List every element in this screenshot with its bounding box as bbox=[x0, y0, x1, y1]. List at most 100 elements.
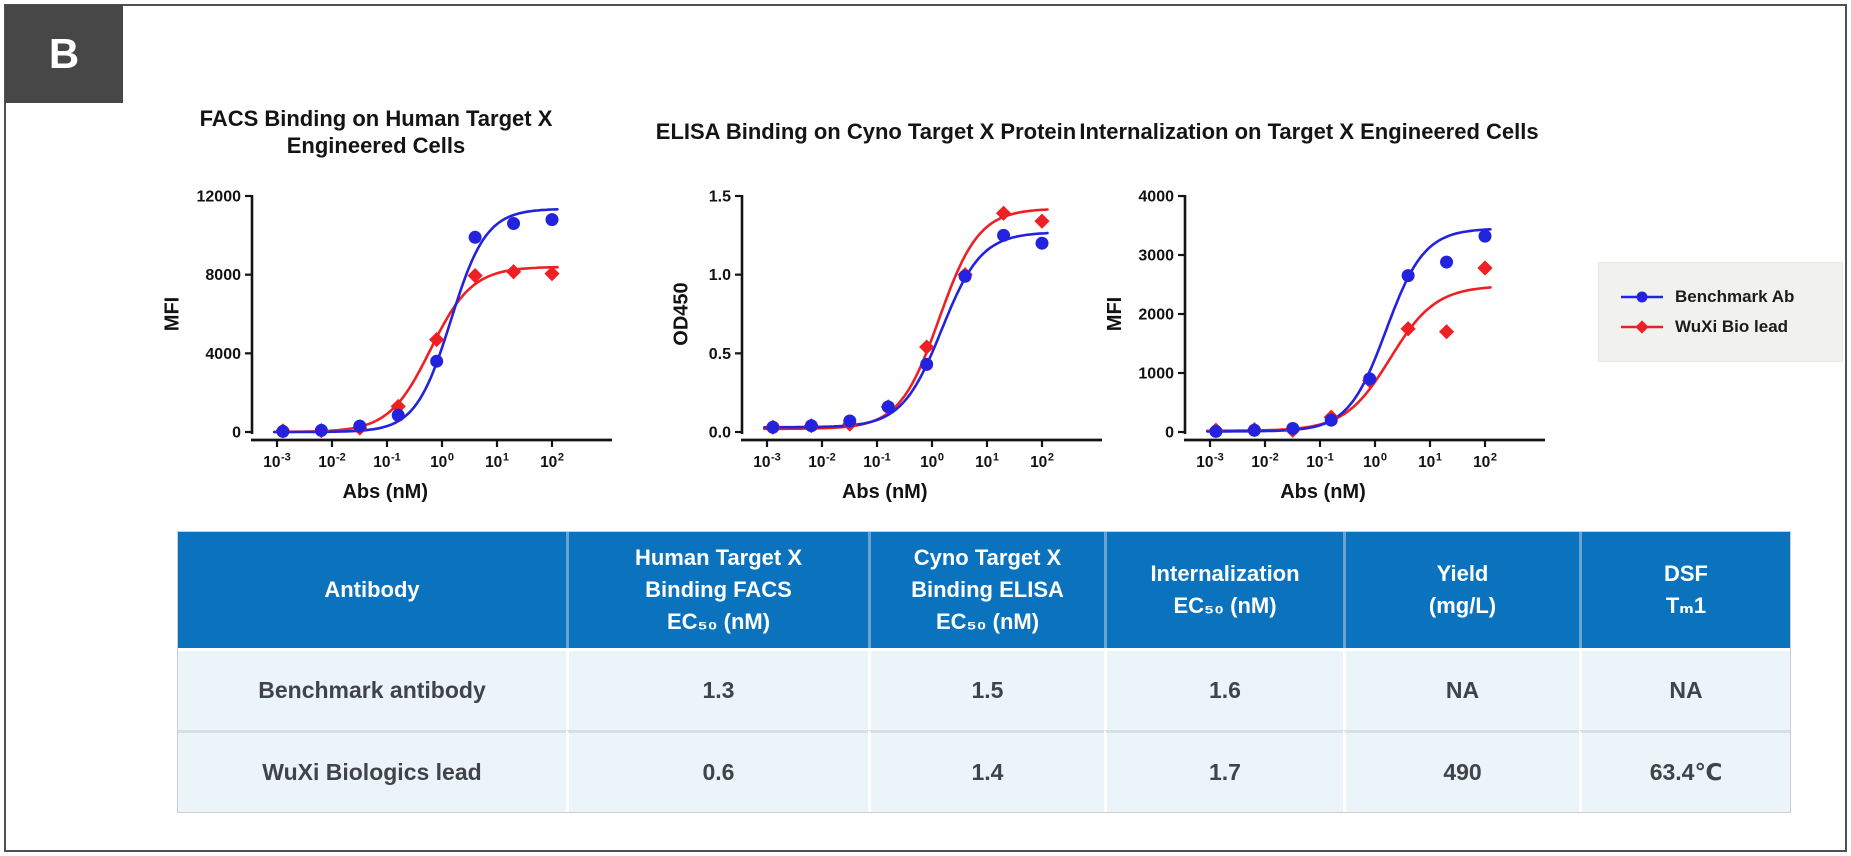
y-axis-title: MFI bbox=[162, 297, 184, 331]
data-point bbox=[353, 419, 367, 433]
x-tick-label: 10-1 bbox=[1306, 452, 1334, 472]
data-point bbox=[391, 408, 405, 422]
fit-curve bbox=[763, 231, 1049, 429]
circle-marker-icon bbox=[1621, 291, 1663, 303]
data-point bbox=[804, 419, 818, 433]
x-tick-label: 100 bbox=[920, 452, 944, 472]
y-tick-label: 0.0 bbox=[709, 425, 731, 442]
y-tick-label: 8000 bbox=[205, 267, 241, 284]
x-axis-title: Abs (nM) bbox=[342, 481, 428, 502]
x-tick-label: 101 bbox=[1418, 452, 1442, 472]
fit-curve bbox=[273, 265, 559, 434]
data-point bbox=[995, 205, 1012, 221]
data-point bbox=[468, 230, 482, 244]
chart-legend: Benchmark Ab WuXi Bio lead bbox=[1598, 262, 1843, 362]
x-tick-label: 100 bbox=[430, 452, 454, 472]
chart-plot-area: 0.0 0.5 1.0 1.5 10-3 10-2 10-1 100 101 102 OD450 Ab… bbox=[630, 170, 1102, 503]
y-tick-label: 1.0 bbox=[709, 267, 731, 284]
x-tick-label: 10-2 bbox=[808, 452, 836, 472]
table-cell: 1.3 bbox=[566, 648, 868, 730]
x-tick-label: 101 bbox=[485, 452, 509, 472]
table-cell: 63.4℃ bbox=[1579, 730, 1790, 812]
data-point bbox=[766, 420, 780, 434]
data-point bbox=[1034, 213, 1050, 229]
data-point bbox=[919, 339, 935, 355]
legend-item: WuXi Bio lead bbox=[1619, 317, 1842, 337]
x-tick-label: 10-3 bbox=[263, 452, 291, 472]
chart-plot-area: 0 4000 8000 12000 10-3 10-2 10-1 100 101 102 MFI Ab… bbox=[140, 170, 612, 503]
table-header-cell: Cyno Target X Binding ELISA EC₅₀ (nM) bbox=[868, 532, 1104, 648]
x-tick-label: 10-3 bbox=[1196, 452, 1224, 472]
data-point bbox=[1440, 255, 1454, 269]
x-tick-label: 102 bbox=[540, 452, 564, 472]
x-tick-label: 10-1 bbox=[863, 452, 891, 472]
y-axis-title: MFI bbox=[1104, 297, 1126, 331]
fit-curve bbox=[1206, 286, 1492, 433]
y-tick-label: 12000 bbox=[197, 189, 242, 206]
y-tick-label: 3000 bbox=[1138, 248, 1174, 265]
data-point bbox=[958, 269, 972, 283]
data-point bbox=[505, 264, 522, 280]
x-tick-label: 101 bbox=[975, 452, 999, 472]
data-point bbox=[314, 423, 328, 437]
data-point bbox=[507, 217, 521, 231]
chart-title: Internalization on Target X Engineered C… bbox=[1079, 119, 1539, 145]
table-cell: 1.7 bbox=[1104, 730, 1343, 812]
data-point bbox=[843, 414, 857, 428]
x-axis-title: Abs (nM) bbox=[842, 481, 928, 502]
table-cell: 0.6 bbox=[566, 730, 868, 812]
y-tick-label: 2000 bbox=[1138, 307, 1174, 324]
data-point bbox=[1478, 229, 1492, 243]
panel-label-badge: B bbox=[5, 5, 123, 103]
table-cell: 490 bbox=[1343, 730, 1579, 812]
data-point bbox=[1035, 236, 1049, 250]
y-tick-label: 1000 bbox=[1138, 366, 1174, 383]
data-point bbox=[545, 213, 559, 227]
data-point bbox=[276, 424, 290, 438]
panel-label: B bbox=[48, 30, 80, 77]
diamond-marker-icon bbox=[1621, 320, 1663, 334]
chart-title: FACS Binding on Human Target X Engineere… bbox=[199, 105, 553, 159]
data-point bbox=[430, 354, 444, 368]
data-point bbox=[1438, 324, 1455, 340]
table-cell: 1.5 bbox=[868, 648, 1104, 730]
results-table-grid: Antibody Human Target X Binding FACS EC₅₀… bbox=[178, 532, 1790, 812]
y-tick-label: 0 bbox=[1165, 425, 1174, 442]
data-point bbox=[1209, 424, 1223, 438]
table-header-cell: Internalization EC₅₀ (nM) bbox=[1104, 532, 1343, 648]
data-point bbox=[1636, 291, 1648, 303]
chart-svg: 0 4000 8000 12000 10-3 10-2 10-1 100 101 102 MFI Ab… bbox=[162, 189, 612, 503]
data-point bbox=[1635, 320, 1649, 334]
data-point bbox=[544, 266, 560, 282]
data-point bbox=[1324, 413, 1338, 427]
y-axis-title: OD450 bbox=[671, 282, 693, 345]
table-header-cell: Antibody bbox=[178, 532, 566, 648]
chart-plot-area: 0 1000 2000 3000 4000 10-3 10-2 10-1 100 101 102 MF… bbox=[1073, 170, 1545, 503]
table-cell: NA bbox=[1579, 648, 1790, 730]
table-cell: 1.4 bbox=[868, 730, 1104, 812]
data-point bbox=[1286, 421, 1300, 435]
chart-svg: 0 1000 2000 3000 4000 10-3 10-2 10-1 100 101 102 MF… bbox=[1104, 189, 1545, 503]
x-tick-label: 10-1 bbox=[373, 452, 401, 472]
data-point bbox=[1363, 372, 1377, 386]
x-tick-label: 10-2 bbox=[1251, 452, 1279, 472]
legend-item: Benchmark Ab bbox=[1619, 287, 1842, 307]
y-tick-label: 0.5 bbox=[709, 346, 731, 363]
table-header-cell: Human Target X Binding FACS EC₅₀ (nM) bbox=[566, 532, 868, 648]
data-point bbox=[1247, 423, 1261, 437]
data-point bbox=[881, 400, 895, 414]
y-tick-label: 1.5 bbox=[709, 189, 731, 206]
table-cell: NA bbox=[1343, 648, 1579, 730]
data-point bbox=[1401, 269, 1415, 283]
data-point bbox=[1477, 260, 1493, 276]
results-table: Antibody Human Target X Binding FACS EC₅₀… bbox=[177, 531, 1791, 813]
table-cell: 1.6 bbox=[1104, 648, 1343, 730]
x-tick-label: 10-2 bbox=[318, 452, 346, 472]
data-point bbox=[997, 228, 1011, 242]
table-row-label: Benchmark antibody bbox=[178, 648, 566, 730]
legend-label: Benchmark Ab bbox=[1675, 287, 1795, 306]
x-tick-label: 102 bbox=[1030, 452, 1054, 472]
table-header-cell: DSF Tₘ1 bbox=[1579, 532, 1790, 648]
legend-label: WuXi Bio lead bbox=[1675, 317, 1789, 336]
